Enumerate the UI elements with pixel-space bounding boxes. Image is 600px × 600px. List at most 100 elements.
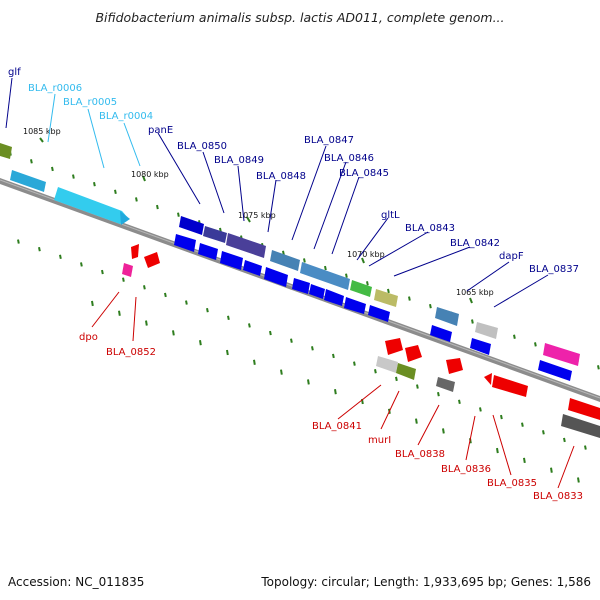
gc-mark [534, 342, 537, 347]
gc-mark [521, 422, 524, 427]
gene-row2 [470, 338, 491, 355]
gene-row2 [538, 360, 572, 381]
label-dpo: dpo [79, 332, 98, 343]
gene-row2 [324, 289, 344, 306]
leader-0846 [313, 161, 347, 250]
tick-mark [142, 175, 146, 182]
gc-mark [458, 399, 461, 404]
leader-0845 [331, 176, 360, 255]
gene-row2 [198, 243, 218, 260]
gc-mark [415, 418, 418, 424]
leader-0843 [368, 231, 429, 267]
gene-row2 [292, 278, 310, 294]
gc-mark [135, 197, 138, 202]
gc-mark [38, 246, 41, 252]
leader-0841 [337, 384, 382, 420]
gene-labels-reverse: dpo BLA_0852 BLA_0841 murI BLA_0838 BLA_… [79, 332, 583, 502]
gene-murI [396, 363, 416, 380]
label-dapF: dapF [499, 251, 524, 262]
gc-mark [269, 330, 272, 336]
gc-mark [156, 204, 159, 210]
gc-mark [353, 361, 356, 366]
gene-row2 [309, 284, 325, 299]
gc-mark [577, 477, 580, 483]
label-0849: BLA_0849 [214, 155, 264, 166]
gene-row2 [264, 267, 288, 287]
gc-mark [51, 166, 54, 172]
tick-mark [469, 297, 473, 304]
gc-mark [471, 319, 474, 324]
gene-row2 [368, 305, 390, 322]
label-0833: BLA_0833 [533, 491, 583, 502]
gc-mark [542, 430, 545, 435]
gc-mark [122, 277, 125, 282]
label-0847: BLA_0847 [304, 135, 354, 146]
gene-rna-r0006 [10, 170, 46, 192]
gene-features [0, 143, 600, 438]
gene-rna-r0005 [54, 187, 128, 224]
gc-mark [345, 273, 348, 278]
accession-text: Accession: NC_011835 [8, 575, 144, 589]
gene-panE [179, 216, 204, 235]
leader-0847 [291, 145, 327, 241]
gc-mark [172, 330, 175, 336]
gene-row2 [344, 297, 366, 314]
tick-mark [39, 137, 44, 143]
leader-r0004 [123, 122, 141, 167]
gene-reverse [405, 345, 422, 362]
gene-dapF [435, 307, 459, 326]
gc-mark [513, 334, 516, 339]
leader-0833 [557, 445, 575, 489]
label-r0005: BLA_r0005 [63, 97, 117, 108]
gc-mark [143, 285, 146, 290]
leader-0836 [465, 415, 476, 461]
gc-mark [597, 365, 600, 370]
label-0850: BLA_0850 [177, 141, 227, 152]
gc-mark [334, 389, 337, 395]
leader-glf [5, 77, 13, 129]
gc-mark [91, 300, 94, 307]
tick-mark [246, 216, 251, 223]
gene-0835 [492, 375, 528, 397]
leader-0837 [493, 274, 549, 308]
label-0845: BLA_0845 [339, 168, 389, 179]
gc-mark [523, 457, 526, 464]
gene-row2 [220, 251, 243, 270]
leader-0838 [417, 404, 440, 446]
label-0848: BLA_0848 [256, 171, 306, 182]
label-0842: BLA_0842 [450, 238, 500, 249]
gc-mark [387, 288, 390, 294]
leader-0835 [492, 414, 512, 476]
gene-0841 [376, 356, 398, 373]
gc-mark [324, 265, 327, 271]
gc-mark [185, 300, 188, 305]
gc-mark [59, 254, 62, 259]
gc-mark [408, 296, 411, 301]
gc-mark [290, 338, 293, 343]
gc-mark [496, 447, 499, 454]
leader-murI [380, 390, 400, 430]
gc-mark [17, 239, 20, 244]
tick-label-1075: 1075 kbp [238, 211, 276, 220]
gene-0852 [122, 263, 133, 277]
label-0836: BLA_0836 [441, 464, 491, 475]
label-0837: BLA_0837 [529, 264, 579, 275]
gc-mark [550, 467, 553, 473]
gc-mark [199, 340, 202, 346]
label-0835: BLA_0835 [487, 478, 537, 489]
label-panE: panE [148, 125, 173, 136]
gc-mark [584, 445, 587, 450]
gene-0833 [561, 414, 600, 438]
gene-gltL [350, 280, 372, 297]
leader-dpo [91, 291, 120, 328]
gene-dpo [131, 244, 139, 259]
gc-mark [395, 376, 398, 382]
gc-mark [280, 369, 283, 375]
leader-0849 [237, 165, 245, 222]
label-r0006: BLA_r0006 [28, 83, 82, 94]
gene-row2 [243, 260, 262, 276]
leader-r0006 [47, 93, 56, 143]
gene-row2 [430, 325, 452, 342]
gc-mark [226, 349, 229, 356]
